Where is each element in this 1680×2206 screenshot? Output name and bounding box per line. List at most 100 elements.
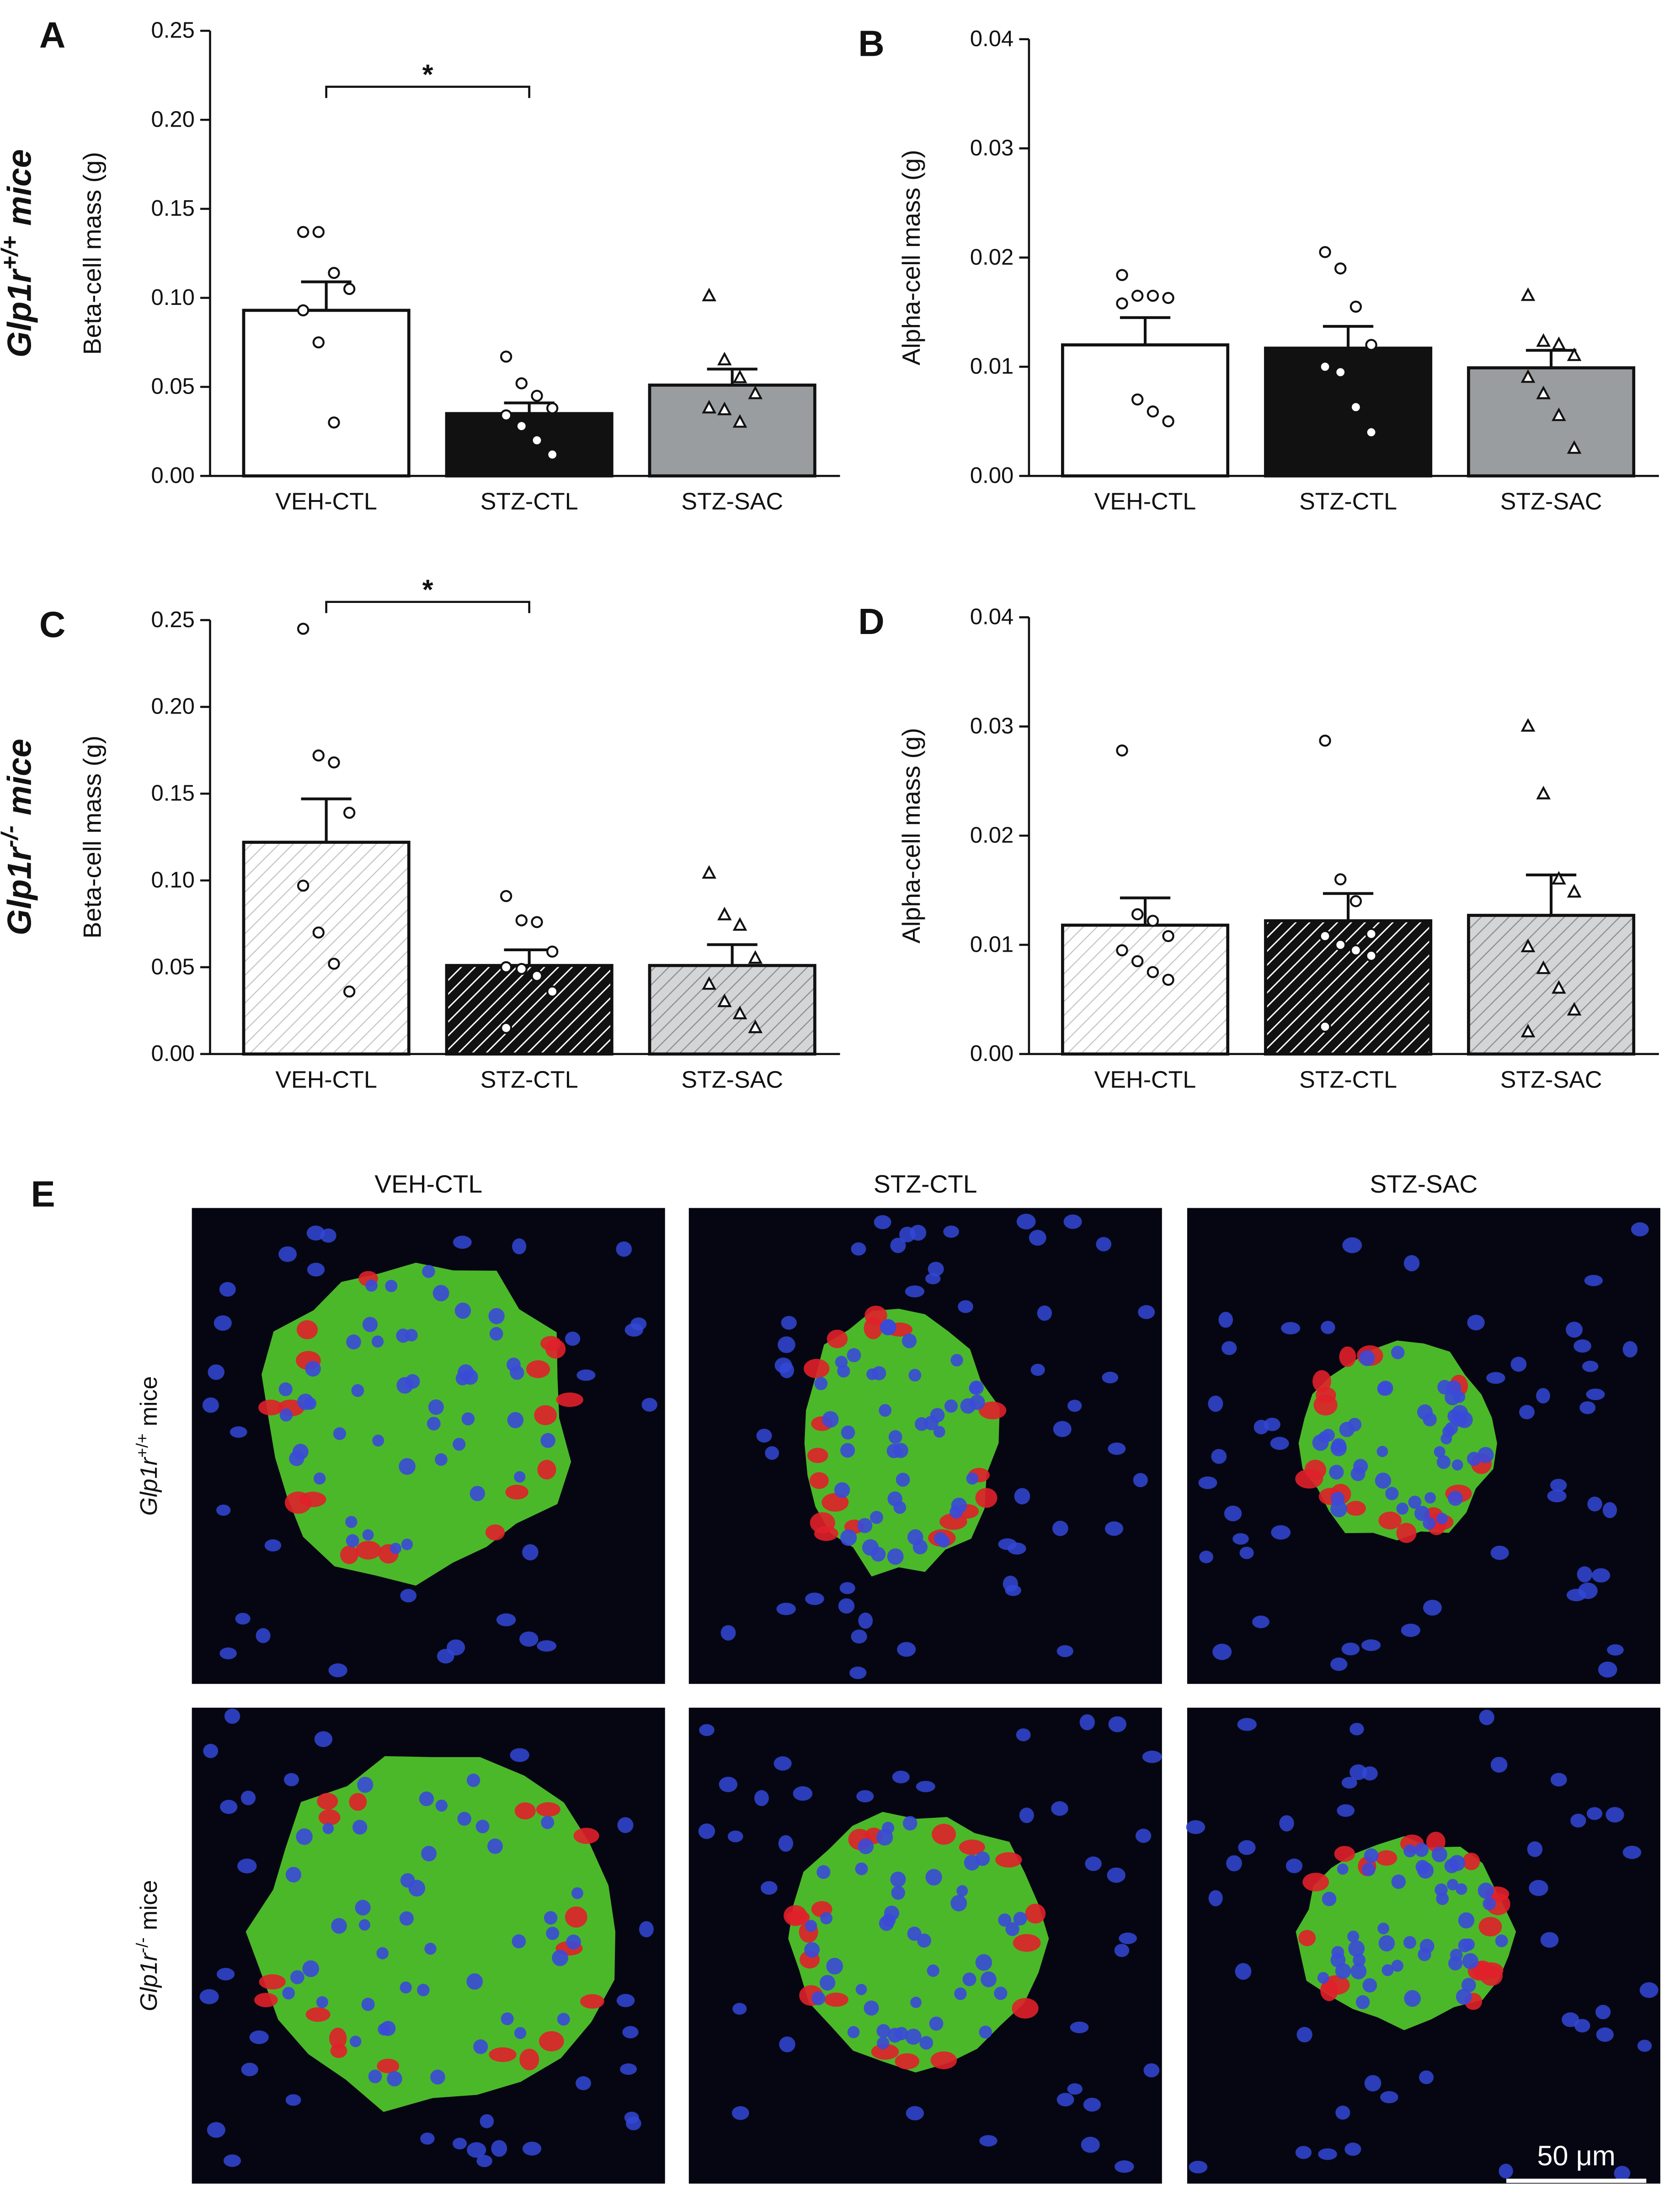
nucleus — [1189, 2160, 1208, 2174]
nucleus — [199, 1989, 219, 2004]
nucleus — [887, 1491, 902, 1507]
nucleus — [917, 1933, 931, 1948]
nucleus — [617, 1817, 634, 1833]
alpha-cell — [827, 1329, 848, 1348]
data-point — [1116, 744, 1128, 757]
nucleus — [826, 1957, 843, 1975]
nucleus — [1355, 1995, 1370, 2009]
nucleus — [1226, 1855, 1242, 1871]
nucleus — [1423, 1517, 1436, 1530]
data-point — [1552, 336, 1566, 350]
nucleus — [476, 2155, 492, 2167]
nucleus — [847, 2026, 860, 2039]
nucleus — [408, 1880, 426, 1897]
nucleus — [1456, 1988, 1472, 2005]
nucleus — [804, 1942, 820, 1958]
y-tick-label: 0.10 — [151, 285, 194, 310]
nucleus — [566, 1934, 581, 1950]
alpha-cell — [895, 2053, 919, 2070]
nucleus — [1639, 1982, 1659, 1998]
nucleus — [1448, 1491, 1463, 1506]
alpha-cell — [1013, 1934, 1041, 1952]
panel-letter: B — [858, 23, 885, 64]
nucleus — [1591, 1568, 1611, 1583]
data-point — [297, 226, 309, 238]
alpha-cell — [519, 2048, 539, 2071]
nucleus — [488, 1308, 505, 1324]
nucleus — [1403, 1255, 1420, 1272]
data-point — [1567, 1002, 1582, 1016]
nucleus — [357, 1776, 373, 1793]
nucleus — [699, 1724, 715, 1736]
nucleus — [1378, 1935, 1395, 1952]
nucleus — [1239, 1546, 1254, 1559]
alpha-cell — [995, 1852, 1022, 1868]
nucleus — [1578, 1583, 1598, 1599]
nucleus — [1495, 1934, 1508, 1947]
data-point — [515, 914, 528, 927]
data-point — [732, 369, 747, 384]
nucleus — [876, 2024, 891, 2038]
x-tick-label: STZ-SAC — [681, 1066, 783, 1093]
data-point — [1567, 347, 1582, 361]
nucleus — [1527, 1841, 1543, 1857]
nucleus — [1079, 1714, 1095, 1731]
nucleus — [1424, 1492, 1436, 1504]
nucleus — [1271, 1525, 1291, 1540]
alpha-cell — [807, 1448, 828, 1463]
nucleus — [453, 2137, 467, 2150]
y-tick-label: 0.05 — [151, 954, 194, 979]
data-point — [531, 970, 543, 982]
alpha-cell — [1012, 1998, 1039, 2019]
nucleus — [282, 1987, 295, 2000]
nucleus — [839, 1582, 855, 1594]
nucleus — [874, 1215, 891, 1230]
nucleus — [475, 1819, 490, 1833]
nucleus — [305, 1361, 321, 1377]
panel-letter: D — [858, 601, 885, 642]
alpha-cell — [580, 1994, 604, 2009]
x-tick-label: STZ-CTL — [1299, 1066, 1397, 1093]
nucleus — [1376, 1446, 1388, 1457]
nucleus — [480, 2114, 494, 2128]
alpha-cell — [505, 1485, 528, 1500]
nucleus — [1096, 1237, 1112, 1252]
nucleus — [1431, 1846, 1447, 1862]
nucleus — [296, 1828, 313, 1845]
data-point — [1131, 289, 1144, 302]
data-point — [1319, 361, 1331, 373]
nucleus — [571, 1887, 583, 1899]
nucleus — [840, 1529, 857, 1546]
alpha-cell — [340, 1545, 358, 1564]
nucleus — [1631, 1222, 1649, 1236]
nucleus — [1237, 1718, 1257, 1731]
row-label-suffix: mice — [0, 739, 38, 815]
nucleus — [975, 1954, 992, 1971]
nucleus — [224, 1708, 240, 1724]
row-label-gene: Glp1r — [0, 846, 38, 935]
alpha-cell — [377, 2058, 400, 2073]
nucleus — [1458, 1912, 1475, 1929]
nucleus — [849, 1666, 867, 1679]
nucleus — [1391, 1960, 1403, 1972]
nucleus — [1350, 1963, 1367, 1980]
data-point — [732, 917, 747, 931]
nucleus — [765, 1446, 779, 1460]
nucleus — [249, 2030, 269, 2044]
alpha-cell — [1462, 1852, 1480, 1870]
y-tick-label: 0.10 — [151, 868, 194, 892]
row-label-suffix: mice — [136, 1376, 162, 1427]
nucleus — [1377, 1923, 1390, 1934]
data-point — [1147, 915, 1159, 927]
data-point — [297, 304, 309, 317]
alpha-cell — [1378, 1511, 1402, 1529]
nucleus — [1479, 1710, 1494, 1726]
alpha-cell — [979, 1401, 1007, 1420]
nucleus — [346, 1334, 361, 1350]
nucleus — [774, 1357, 792, 1373]
nucleus — [907, 1926, 922, 1941]
nucleus — [1014, 1488, 1030, 1505]
nucleus — [285, 1867, 302, 1883]
nucleus — [419, 1791, 434, 1806]
alpha-cell — [318, 1809, 341, 1826]
